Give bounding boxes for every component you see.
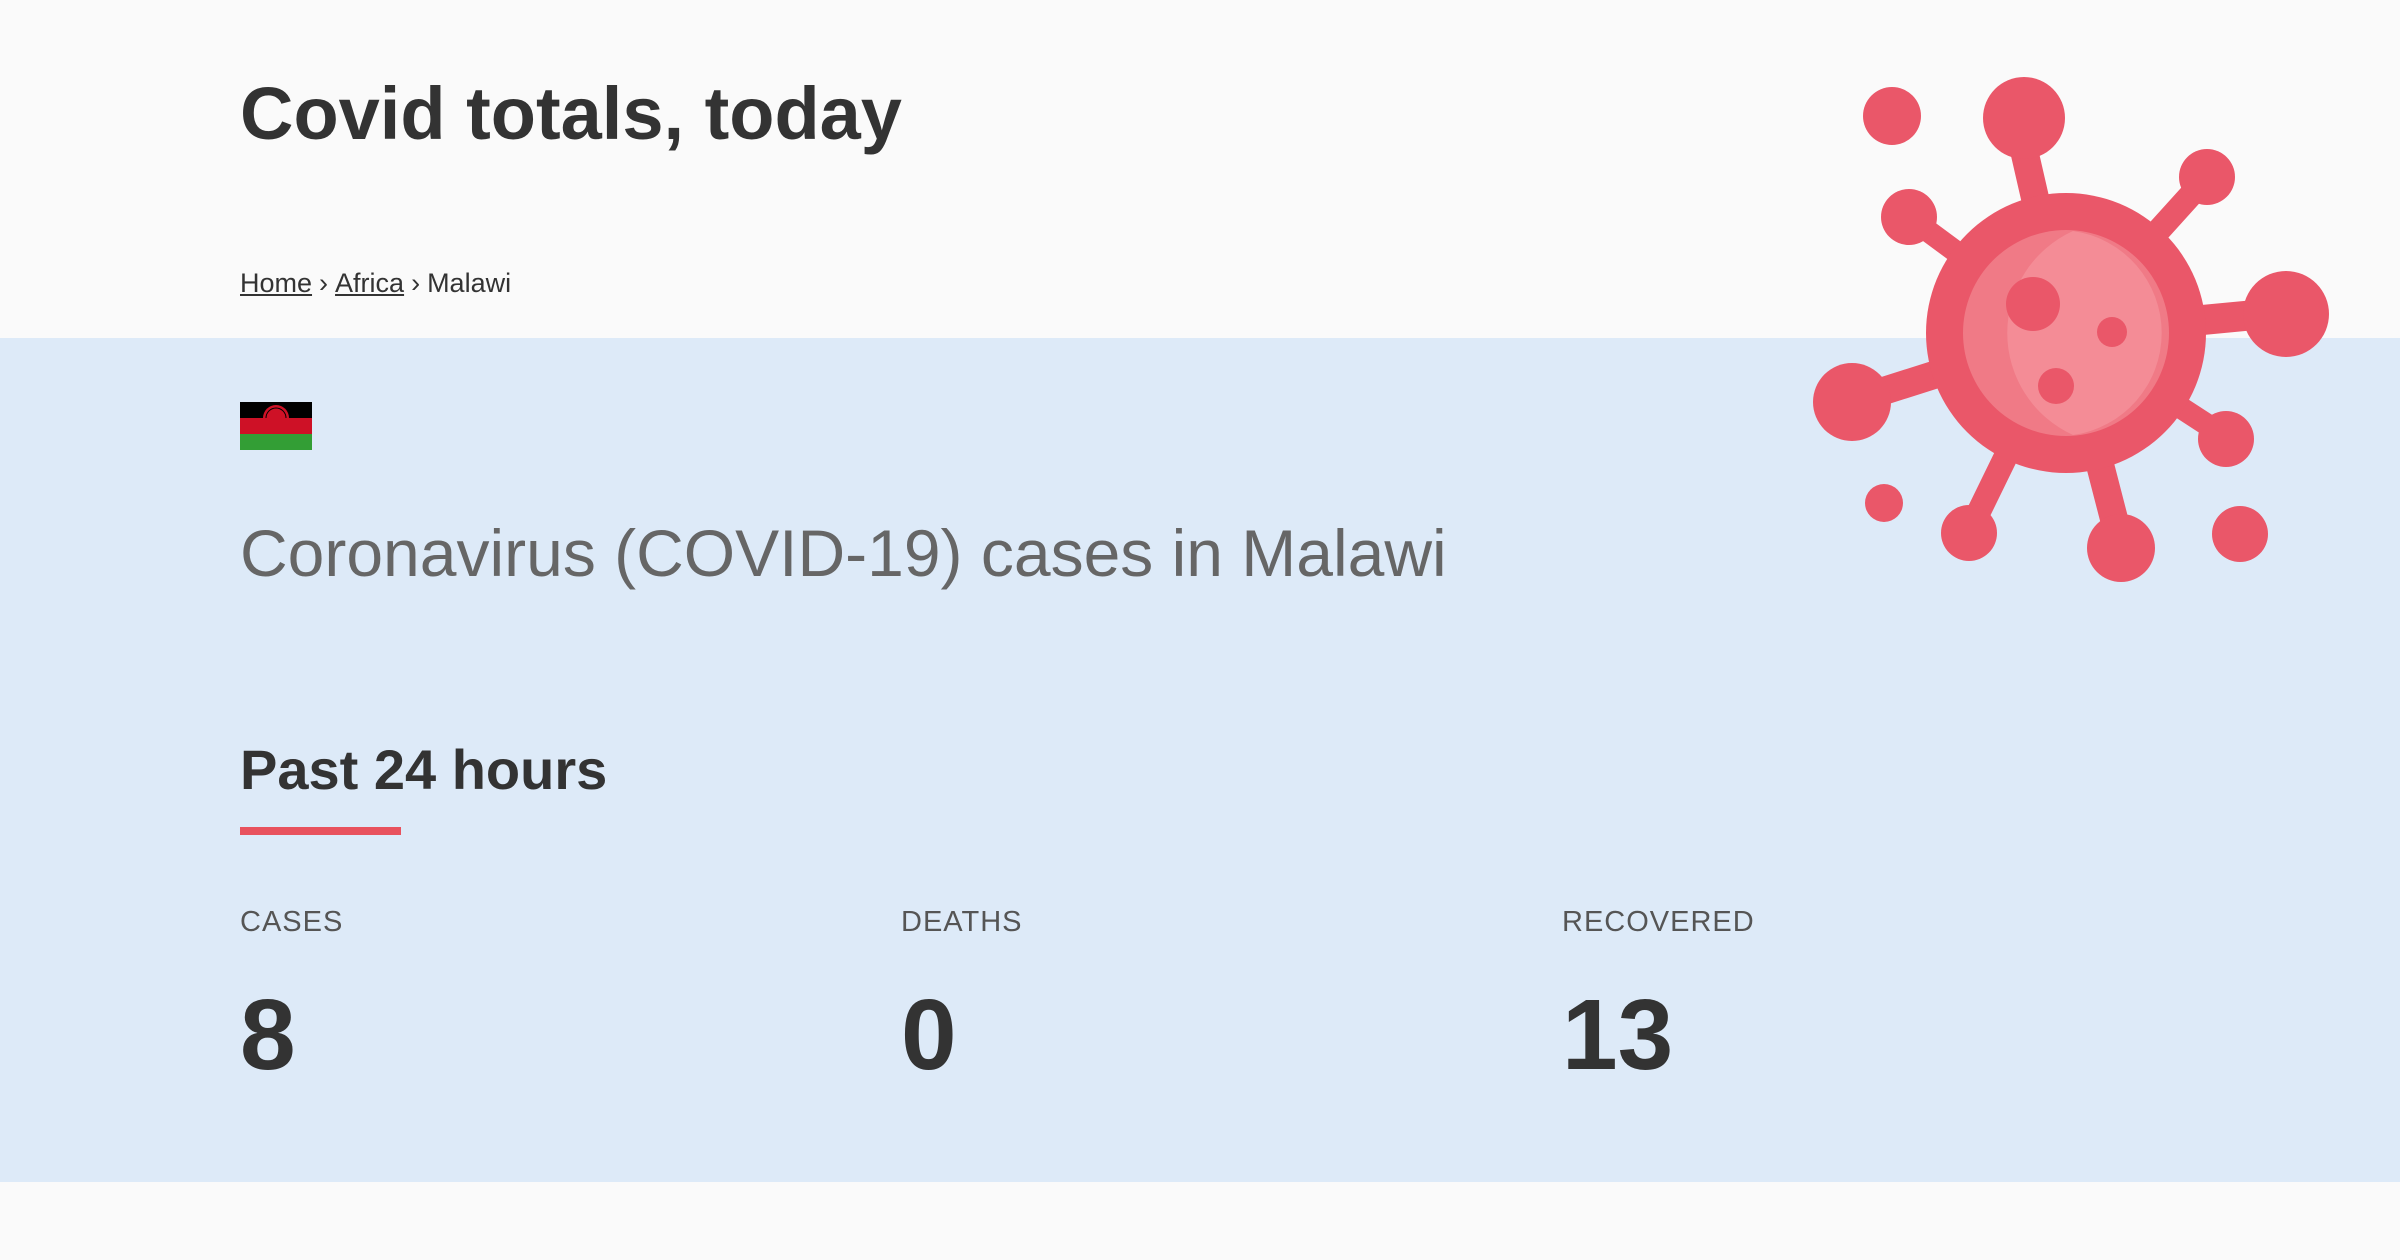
header: Covid totals, today Home › Africa › Malawi bbox=[0, 0, 2400, 338]
virus-icon bbox=[1813, 77, 2329, 582]
stat-deaths: DEATHS 0 bbox=[901, 906, 1501, 1085]
stat-cases-label: CASES bbox=[240, 906, 344, 938]
stat-recovered-label: RECOVERED bbox=[1562, 906, 1755, 938]
country-heading: Coronavirus (COVID-19) cases in Malawi bbox=[240, 516, 1447, 590]
stat-deaths-value: 0 bbox=[901, 979, 957, 1091]
stat-cases-value: 8 bbox=[240, 979, 296, 1091]
stat-deaths-label: DEATHS bbox=[901, 906, 1023, 938]
breadcrumb-separator: › bbox=[411, 268, 421, 298]
stat-cases: CASES 8 bbox=[240, 906, 840, 1085]
section-underline bbox=[240, 827, 401, 835]
stat-recovered: RECOVERED 13 bbox=[1562, 906, 2162, 1085]
section-title: Past 24 hours bbox=[240, 738, 608, 801]
malawi-flag-icon bbox=[240, 402, 312, 450]
breadcrumb: Home › Africa › Malawi bbox=[240, 268, 511, 299]
breadcrumb-home-link[interactable]: Home bbox=[240, 268, 313, 298]
stat-recovered-value: 13 bbox=[1562, 979, 1674, 1091]
breadcrumb-current: Malawi bbox=[427, 268, 512, 298]
site-title: Covid totals, today bbox=[240, 72, 902, 155]
breadcrumb-separator: › bbox=[319, 268, 329, 298]
breadcrumb-africa-link[interactable]: Africa bbox=[335, 268, 405, 298]
